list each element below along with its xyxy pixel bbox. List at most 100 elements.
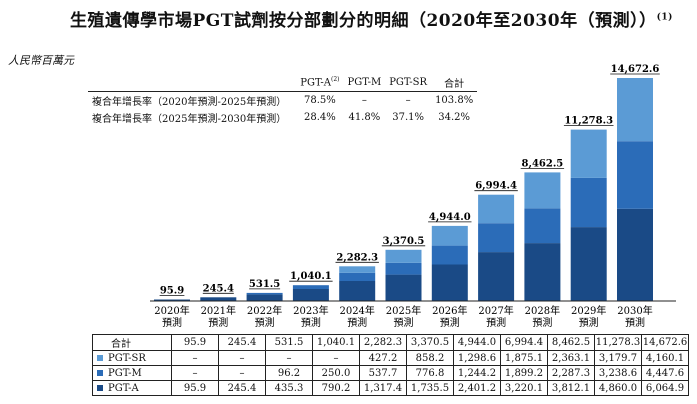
bar-pgt-a-4 xyxy=(339,281,376,301)
bar-pgt-sr-5 xyxy=(385,249,422,263)
x-tick-label: 2026年 xyxy=(432,304,467,317)
row-label-text: PGT-A xyxy=(108,382,139,394)
data-cell: – xyxy=(312,350,360,366)
bar-pgt-a-10 xyxy=(617,208,653,301)
data-cell: 14,672.6 xyxy=(641,334,689,351)
stacked-bar-chart: 95.9 245.4 531.5 1,040.1 2,282.3 3,370.5 4,944… xyxy=(150,64,676,329)
data-cell: 427.2 xyxy=(359,350,407,366)
bar-group xyxy=(154,78,653,301)
row-label-text: PGT-SR xyxy=(108,352,146,364)
data-cell: 4,447.6 xyxy=(641,365,689,381)
data-cell: 245.4 xyxy=(218,334,266,351)
cagr-value: 41.8% xyxy=(348,112,381,123)
data-cell: 3,370.5 xyxy=(406,334,454,351)
total-label: 8,462.5 xyxy=(522,158,564,169)
bar-pgt-m-3 xyxy=(292,285,329,289)
data-cell: 1,040.1 xyxy=(312,334,360,351)
data-table: 合計 95.9 245.4 531.5 1,040.1 2,282.3 3,370.5 4,9… xyxy=(92,334,689,396)
data-cell: 1,298.6 xyxy=(453,350,501,366)
bar-pgt-a-2 xyxy=(246,294,283,301)
bar-pgt-a-5 xyxy=(385,274,422,301)
bar-pgt-a-9 xyxy=(570,227,607,301)
data-cell: 2,282.3 xyxy=(359,334,407,351)
x-tick-label: 預測 xyxy=(440,316,460,329)
bar-pgt-a-8 xyxy=(524,243,561,301)
data-cell: 11,278.3 xyxy=(594,334,642,351)
total-label: 4,944.0 xyxy=(429,212,471,223)
cagr-panel: PGT-A(2) PGT-M PGT-SR 合計 複合年增長率（2020年預測-… xyxy=(88,74,478,126)
legend-swatch xyxy=(97,385,103,391)
x-tick-label: 2030年 xyxy=(617,304,652,317)
cagr-value: 37.1% xyxy=(392,112,425,123)
cagr-header-pgt-sr: PGT-SR xyxy=(385,74,432,92)
x-tick-label: 預測 xyxy=(208,316,228,329)
bar-pgt-m-10 xyxy=(617,141,653,209)
x-tick-label: 預測 xyxy=(255,316,275,329)
data-cell: 531.5 xyxy=(265,334,313,351)
data-cell: 3,220.1 xyxy=(500,380,548,396)
cagr-row-label: 複合年增長率（2020年預測-2025年預測） xyxy=(92,97,287,108)
legend-swatch xyxy=(97,355,103,361)
cagr-value: – xyxy=(361,95,367,106)
bar-pgt-m-6 xyxy=(431,245,468,265)
total-label: 14,672.6 xyxy=(611,64,660,75)
data-cell: 245.4 xyxy=(218,380,266,396)
total-label: 11,278.3 xyxy=(564,116,613,127)
data-cell: 1,735.5 xyxy=(406,380,454,396)
x-tick-label: 預測 xyxy=(486,316,506,329)
data-cell: 537.7 xyxy=(359,365,407,381)
cagr-header-note: (2) xyxy=(330,76,340,84)
x-tick-label: 2028年 xyxy=(525,304,560,317)
data-cell: – xyxy=(265,350,313,366)
data-cell: 250.0 xyxy=(312,365,360,381)
data-cell: 1,244.2 xyxy=(453,365,501,381)
bar-pgt-a-7 xyxy=(478,252,515,301)
cagr-value: – xyxy=(405,95,411,106)
chart-title: 生殖遺傳學市場PGT試劑按分部劃分的明細（2020年至2030年（預測））(1) xyxy=(70,6,673,31)
bar-pgt-sr-10 xyxy=(617,78,653,142)
x-tick-label: 2023年 xyxy=(293,304,328,317)
title-footnote: (1) xyxy=(656,12,673,23)
bar-pgt-m-2 xyxy=(246,292,283,295)
bar-pgt-m-7 xyxy=(478,223,515,253)
bar-pgt-m-9 xyxy=(570,177,607,228)
data-cell: 2,287.3 xyxy=(547,365,595,381)
data-row-label: PGT-A xyxy=(92,380,172,396)
x-tick-label: 預測 xyxy=(625,316,645,329)
data-row-label: PGT-SR xyxy=(92,350,172,366)
x-tick-label: 2024年 xyxy=(339,304,374,317)
cagr-header-pgt-a-label: PGT-A xyxy=(300,77,331,89)
bar-pgt-sr-9 xyxy=(570,129,607,178)
bar-pgt-a-1 xyxy=(200,297,237,301)
total-label: 1,040.1 xyxy=(290,271,332,282)
data-cell: 3,238.6 xyxy=(594,365,642,381)
bar-pgt-a-0 xyxy=(154,299,190,301)
data-cell: 2,363.1 xyxy=(547,350,595,366)
data-cell: 4,860.0 xyxy=(594,380,642,396)
row-label-text: 合計 xyxy=(111,339,131,350)
data-cell: 95.9 xyxy=(171,334,219,351)
cagr-header-total: 合計 xyxy=(431,74,478,92)
data-cell: 3,812.1 xyxy=(547,380,595,396)
cagr-header-blank xyxy=(88,74,297,92)
data-table-row: PGT-A 95.9 245.4 435.3 790.2 1,317.4 1,735.5 2,… xyxy=(92,380,689,396)
legend-swatch xyxy=(97,370,103,376)
row-label-text: PGT-M xyxy=(108,367,142,379)
x-tick-label: 2020年 xyxy=(154,304,189,317)
bar-pgt-m-8 xyxy=(524,208,561,244)
data-cell: 776.8 xyxy=(406,365,454,381)
total-label: 6,994.4 xyxy=(475,181,517,192)
data-cell: 96.2 xyxy=(265,365,313,381)
cagr-value: 28.4% xyxy=(303,112,336,123)
data-cell: 858.2 xyxy=(406,350,454,366)
cagr-value: 34.2% xyxy=(438,112,471,123)
data-cell: 1,899.2 xyxy=(500,365,548,381)
bar-pgt-m-5 xyxy=(385,262,422,275)
data-cell: 3,179.7 xyxy=(594,350,642,366)
data-cell: 8,462.5 xyxy=(547,334,595,351)
data-cell: 1,317.4 xyxy=(359,380,407,396)
cagr-row: 複合年增長率（2020年預測-2025年預測） 78.5% – – 103.8% xyxy=(88,92,477,110)
data-cell: 790.2 xyxy=(312,380,360,396)
x-tick-label: 預測 xyxy=(301,316,321,329)
data-row-label: 合計 xyxy=(92,334,172,351)
